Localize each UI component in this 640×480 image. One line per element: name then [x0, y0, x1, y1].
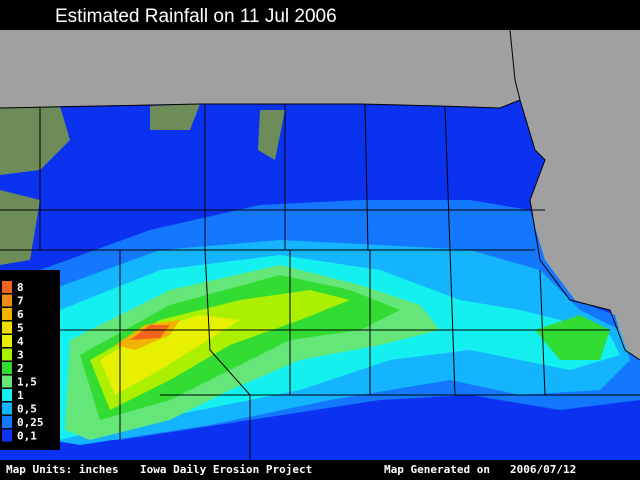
boundaries — [0, 29, 640, 460]
legend-swatch — [2, 281, 12, 293]
legend-swatch — [2, 308, 12, 320]
legend-label: 0,5 — [17, 403, 37, 416]
legend-swatch — [2, 321, 12, 334]
rain-band — [535, 315, 610, 360]
legend-label: 2 — [17, 362, 24, 375]
legend-swatch — [2, 348, 12, 361]
dry-area — [0, 190, 40, 265]
footer-units: Map Units: inches — [6, 463, 119, 476]
title-bar — [0, 0, 640, 30]
legend-swatch — [2, 375, 12, 388]
dry-area — [0, 106, 70, 175]
rain-band — [90, 290, 350, 410]
title: Estimated Rainfall on 11 Jul 2006 — [55, 6, 337, 27]
footer-generated-date: 2006/07/12 — [510, 463, 576, 476]
legend-label: 7 — [17, 295, 24, 308]
legend-swatch — [2, 294, 12, 307]
legend-swatch — [2, 416, 12, 428]
legend-swatch — [2, 362, 12, 374]
legend-label: 4 — [17, 335, 24, 348]
legend-swatch — [2, 429, 12, 442]
legend-label: 3 — [17, 349, 24, 362]
legend-label: 8 — [17, 281, 24, 294]
rain-band — [100, 315, 240, 395]
dry-area — [150, 104, 200, 130]
footer-bar — [0, 460, 640, 480]
rain-band — [130, 325, 170, 340]
legend-swatch — [2, 389, 12, 401]
rain-band — [400, 400, 520, 460]
legend-label: 1,5 — [17, 376, 37, 389]
legend-swatch — [2, 335, 12, 347]
legend-label: 0,25 — [17, 416, 44, 429]
footer-project: Iowa Daily Erosion Project — [140, 463, 312, 476]
legend-swatch — [2, 402, 12, 415]
legend-label: 6 — [17, 308, 24, 321]
footer-generated-label: Map Generated on — [384, 463, 490, 476]
legend-label: 5 — [17, 322, 24, 335]
legend-label: 1 — [17, 389, 24, 402]
dry-area — [258, 110, 285, 160]
legend-label: 0,1 — [17, 430, 37, 443]
